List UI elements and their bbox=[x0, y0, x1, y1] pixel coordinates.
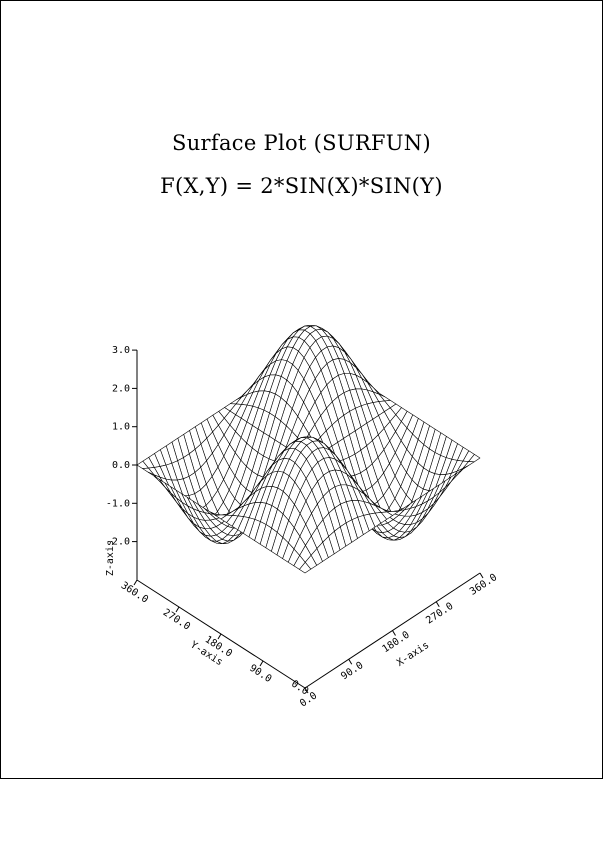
z-tick-label: -2.0 bbox=[106, 537, 130, 548]
x-axis-tick bbox=[392, 630, 396, 636]
chart-subtitle: F(X,Y) = 2*SIN(X)*SIN(Y) bbox=[160, 174, 443, 198]
z-axis-title: Z-axis bbox=[105, 540, 116, 576]
z-tick-label: 2.0 bbox=[112, 383, 130, 394]
x-axis-tick bbox=[435, 601, 440, 608]
y-axis-tick bbox=[217, 633, 222, 640]
z-tick-label: 1.0 bbox=[112, 422, 130, 433]
x-axis-tick bbox=[479, 572, 484, 579]
x-tick-label: 360.0 bbox=[468, 572, 499, 598]
y-axis-tick bbox=[259, 660, 264, 667]
x-tick-label: 270.0 bbox=[424, 601, 455, 627]
z-tick-label: 3.0 bbox=[112, 345, 130, 356]
y-axis-tick bbox=[175, 606, 180, 613]
x-axis-tick bbox=[304, 687, 309, 694]
x-axis-tick bbox=[348, 658, 353, 665]
y-axis-tick bbox=[133, 579, 138, 586]
chart-title: Surface Plot (SURFUN) bbox=[172, 131, 431, 155]
surface-cell bbox=[299, 561, 312, 574]
surface-mesh bbox=[136, 325, 481, 574]
z-tick-label: -1.0 bbox=[106, 498, 130, 509]
z-tick-label: 0.0 bbox=[112, 460, 130, 471]
